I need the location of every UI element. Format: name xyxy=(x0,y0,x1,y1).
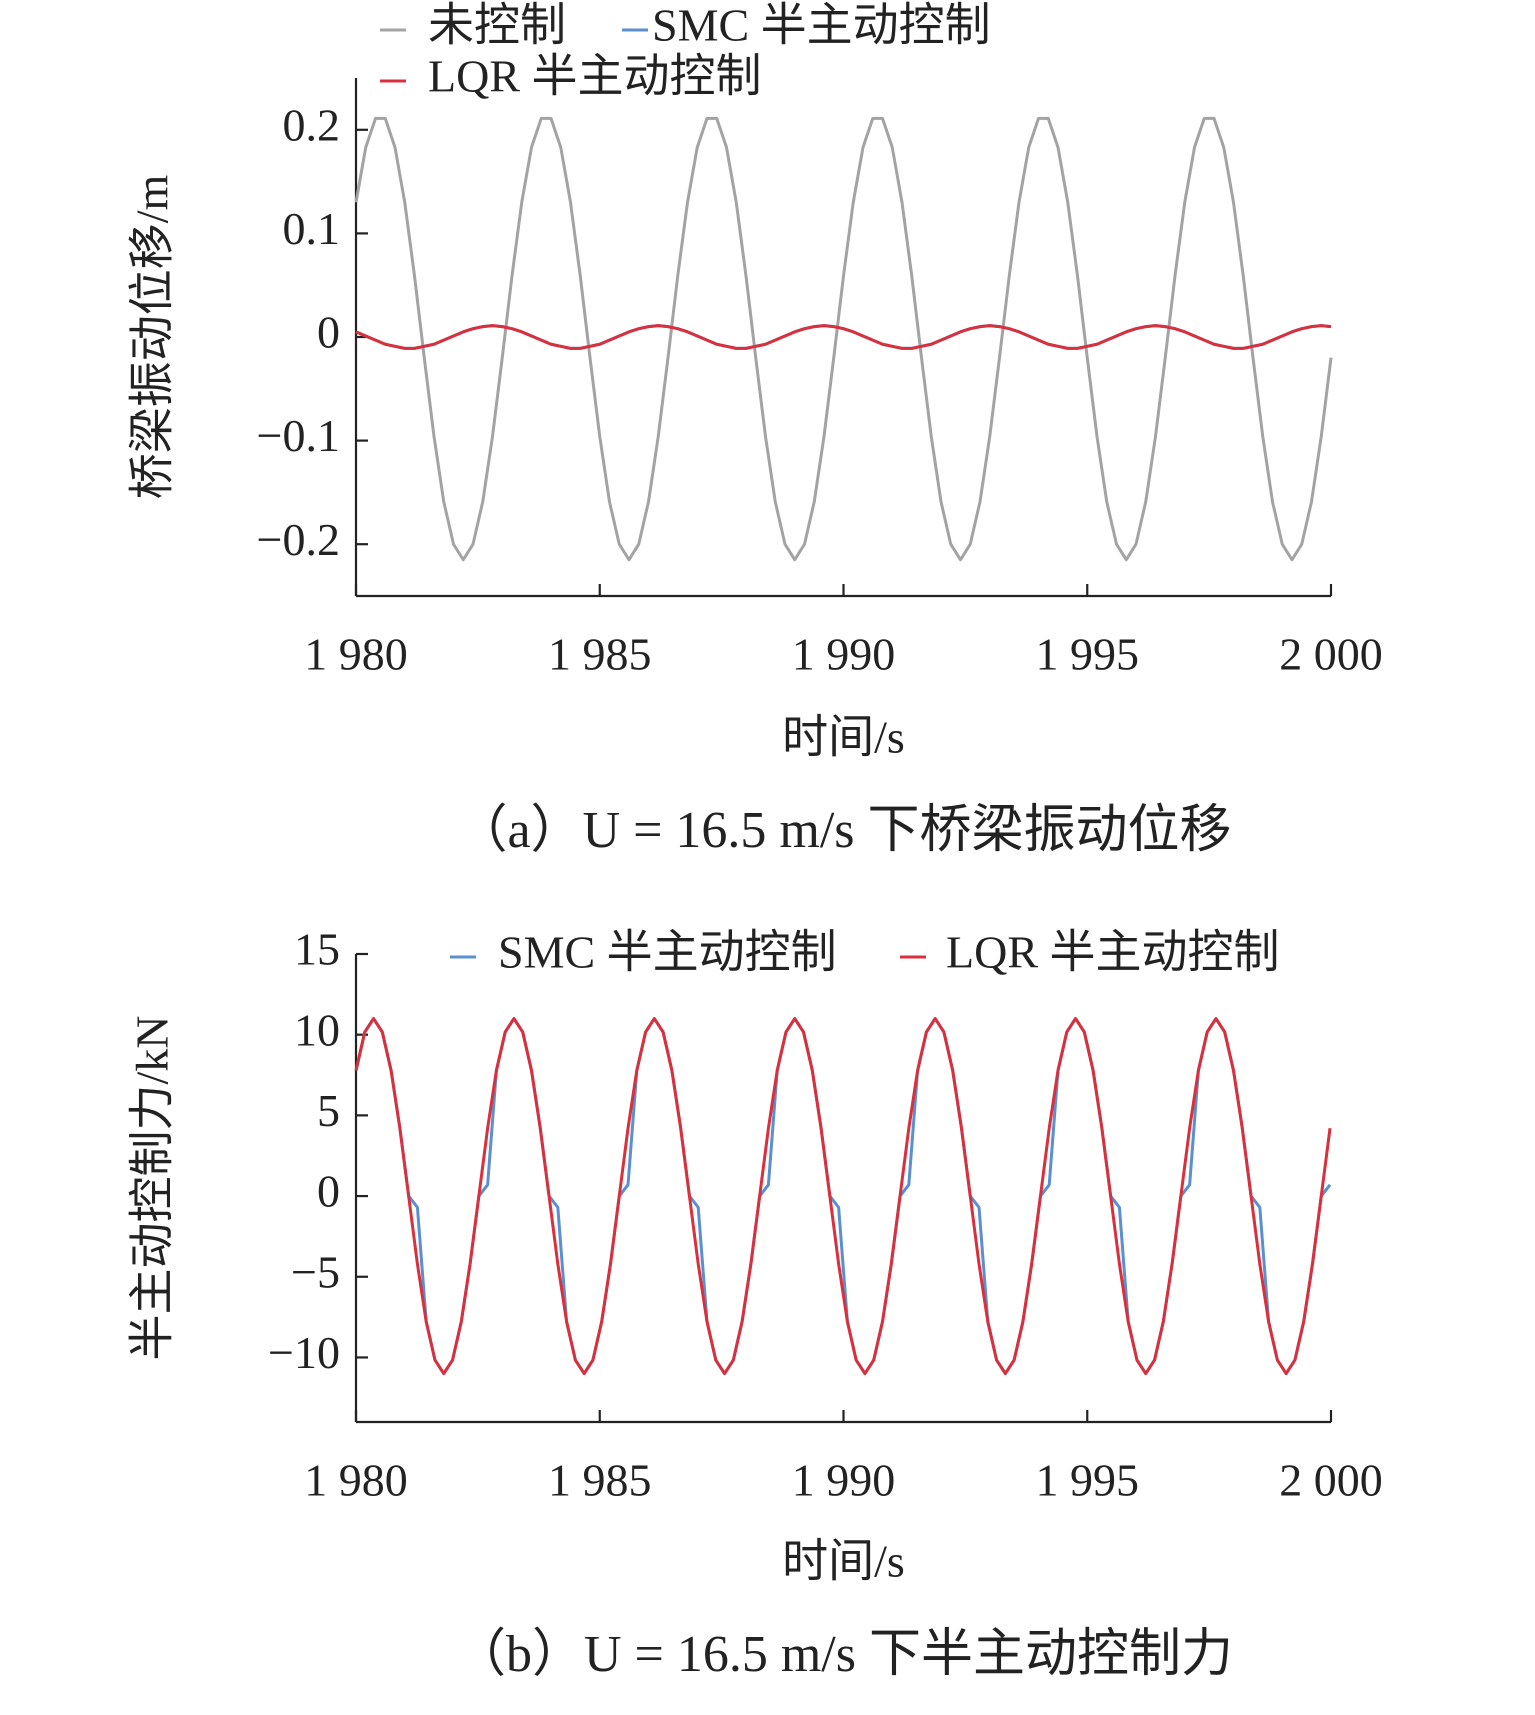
y-tick-label: 10 xyxy=(294,1004,340,1055)
series-line xyxy=(354,1017,1332,1376)
series-line xyxy=(354,1017,1332,1376)
legend-label: SMC 半主动控制 xyxy=(652,0,991,51)
y-axis-label: 半主动控制力/kN xyxy=(127,1016,178,1361)
legend-label: SMC 半主动控制 xyxy=(498,927,837,978)
y-tick-label: 0 xyxy=(317,1166,340,1217)
x-tick-label: 1 995 xyxy=(1036,1455,1140,1506)
x-axis-label: 时间/s xyxy=(782,1536,905,1587)
y-tick-label: −0.1 xyxy=(257,410,340,461)
caption: （b）U = 16.5 m/s 下半主动控制力 xyxy=(454,1626,1233,1683)
y-tick-label: −0.2 xyxy=(257,514,340,565)
legend-label: LQR 半主动控制 xyxy=(946,927,1280,978)
caption: （a）U = 16.5 m/s 下桥梁振动位移 xyxy=(455,802,1231,859)
y-tick-label: 0 xyxy=(317,307,340,358)
y-axis-label: 桥梁振动位移/m xyxy=(127,175,178,500)
y-tick-label: 15 xyxy=(294,924,340,975)
series-line xyxy=(354,116,1333,562)
y-tick-label: −10 xyxy=(268,1327,340,1378)
legend-label: LQR 半主动控制 xyxy=(428,51,762,102)
y-tick-label: −5 xyxy=(291,1246,340,1297)
y-tick-label: 0.2 xyxy=(283,99,341,150)
x-tick-label: 1 985 xyxy=(548,1455,652,1506)
x-tick-label: 1 980 xyxy=(304,1455,408,1506)
x-tick-label: 1 985 xyxy=(548,629,652,680)
x-tick-label: 1 990 xyxy=(792,1455,896,1506)
x-tick-label: 1 980 xyxy=(304,629,408,680)
x-axis-label: 时间/s xyxy=(782,712,905,763)
y-tick-label: 0.1 xyxy=(283,203,341,254)
x-tick-label: 1 990 xyxy=(792,629,896,680)
x-tick-label: 2 000 xyxy=(1279,629,1383,680)
x-tick-label: 2 000 xyxy=(1279,1455,1383,1506)
y-tick-label: 5 xyxy=(317,1085,340,1136)
legend-label: 未控制 xyxy=(428,0,566,51)
series-line xyxy=(355,324,1332,350)
x-tick-label: 1 995 xyxy=(1036,629,1140,680)
